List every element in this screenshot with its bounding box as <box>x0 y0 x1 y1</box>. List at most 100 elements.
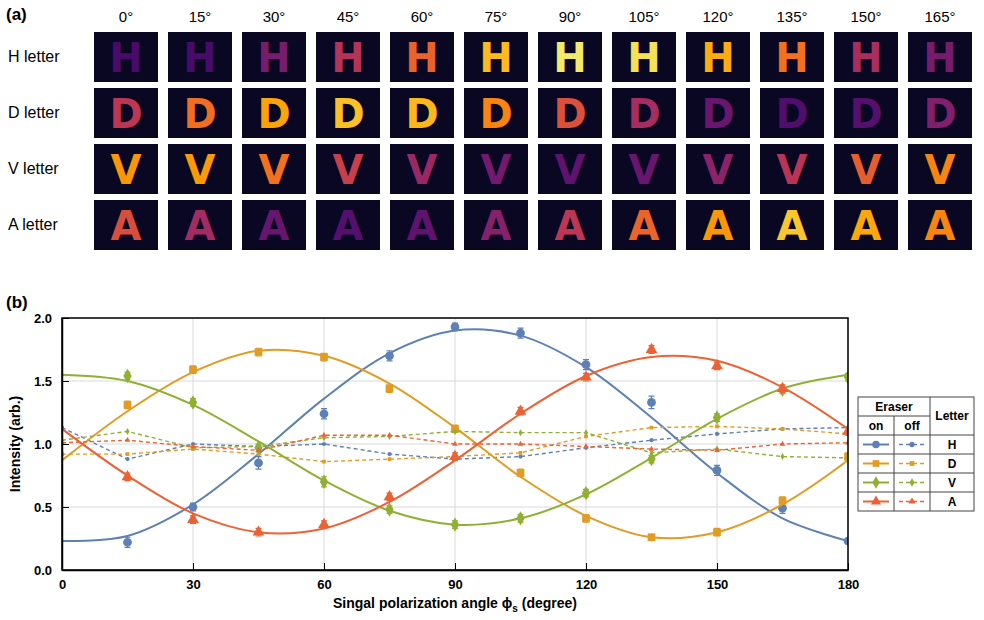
point-marker <box>452 441 458 446</box>
image-tile <box>538 144 602 194</box>
point-marker <box>715 446 719 453</box>
legend-text: off <box>904 419 920 433</box>
point-marker <box>584 429 588 436</box>
image-tile <box>686 200 750 250</box>
image-tile <box>94 200 158 250</box>
image-tile <box>538 32 602 82</box>
letter-image: V <box>703 147 734 193</box>
column-header: 120° <box>702 8 733 25</box>
y-axis: 0.00.51.01.52.0 <box>34 311 69 578</box>
point-marker <box>781 427 785 431</box>
letter-image: V <box>185 147 216 193</box>
point-marker <box>518 454 522 458</box>
image-tile <box>242 32 306 82</box>
y-tick: 1.5 <box>34 374 69 389</box>
point-marker <box>518 429 522 436</box>
column-header: 150° <box>850 8 881 25</box>
y-tick: 0.5 <box>34 500 69 515</box>
image-tile <box>168 144 232 194</box>
point-marker <box>253 525 265 535</box>
y-tick-mark <box>62 570 69 571</box>
letter-image: D <box>701 91 734 137</box>
letter-image: D <box>923 91 956 137</box>
image-tile <box>94 32 158 82</box>
x-tick: 120 <box>576 563 598 592</box>
point-marker <box>715 432 719 436</box>
x-tick-label: 0 <box>59 577 66 592</box>
legend-marker <box>909 478 914 487</box>
image-tile <box>316 144 380 194</box>
point-marker <box>125 457 129 461</box>
y-tick-label: 1.0 <box>34 437 52 452</box>
image-tile <box>834 88 898 138</box>
image-tile <box>464 32 528 82</box>
legend-marker <box>872 476 879 488</box>
x-tick-mark <box>717 563 718 570</box>
x-tick-label: 90 <box>448 577 462 592</box>
x-tick: 150 <box>707 563 729 592</box>
letter-image: A <box>333 203 364 249</box>
point-marker <box>124 401 132 409</box>
image-tile <box>686 144 750 194</box>
column-header: 45° <box>337 8 360 25</box>
legend-marker <box>873 460 880 467</box>
chart-panel: 03060901201501800.00.51.01.52.0Singal po… <box>7 311 974 614</box>
row-label: V letter <box>8 160 59 177</box>
legend-text: D <box>948 457 957 471</box>
point-marker <box>321 432 327 437</box>
image-tile <box>316 200 380 250</box>
image-tile <box>316 88 380 138</box>
y-tick-label: 1.5 <box>34 374 52 389</box>
point-marker <box>126 452 130 456</box>
letter-image: A <box>777 203 808 249</box>
point-marker <box>647 398 656 407</box>
letter-image: H <box>479 35 512 81</box>
x-tick-mark <box>586 563 587 570</box>
point-marker <box>583 443 589 448</box>
letter-image: H <box>923 35 956 81</box>
y-tick-mark <box>62 318 69 319</box>
image-tile <box>390 32 454 82</box>
legend-marker <box>910 461 915 466</box>
legend-rule <box>858 492 974 493</box>
image-tile <box>464 200 528 250</box>
image-tile <box>464 88 528 138</box>
image-tile <box>908 200 972 250</box>
x-axis: 0306090120150180 <box>59 563 859 592</box>
point-marker <box>780 453 784 460</box>
letter-image: A <box>185 203 216 249</box>
image-tile <box>760 200 824 250</box>
legend-marker <box>909 442 914 447</box>
point-marker <box>123 538 132 547</box>
letter-image: H <box>257 35 290 81</box>
image-tile <box>390 88 454 138</box>
letter-image: D <box>109 91 142 137</box>
point-marker <box>519 451 523 455</box>
image-tile <box>242 144 306 194</box>
legend-text: V <box>948 476 956 490</box>
image-tile <box>390 144 454 194</box>
point-marker <box>715 424 719 428</box>
letter-image: H <box>775 35 808 81</box>
letter-image: A <box>851 203 882 249</box>
column-header: 90° <box>559 8 582 25</box>
image-panel: 0°15°30°45°60°75°90°105°120°135°150°165°… <box>8 8 972 250</box>
image-tile <box>316 32 380 82</box>
series-line <box>62 356 848 533</box>
image-tile <box>242 88 306 138</box>
x-tick-mark <box>324 563 325 570</box>
letter-image: D <box>849 91 882 137</box>
series-line <box>62 375 848 525</box>
y-tick-mark <box>62 507 69 508</box>
series-line <box>62 329 848 541</box>
letter-image: H <box>701 35 734 81</box>
letter-image: H <box>849 35 882 81</box>
x-axis-title-part: (degree) <box>518 595 577 611</box>
letter-image: D <box>627 91 660 137</box>
point-marker <box>646 343 658 353</box>
letter-image: A <box>555 203 586 249</box>
legend-marker <box>872 441 880 449</box>
point-marker <box>387 432 393 437</box>
y-tick-mark <box>62 381 69 382</box>
image-tile <box>612 32 676 82</box>
